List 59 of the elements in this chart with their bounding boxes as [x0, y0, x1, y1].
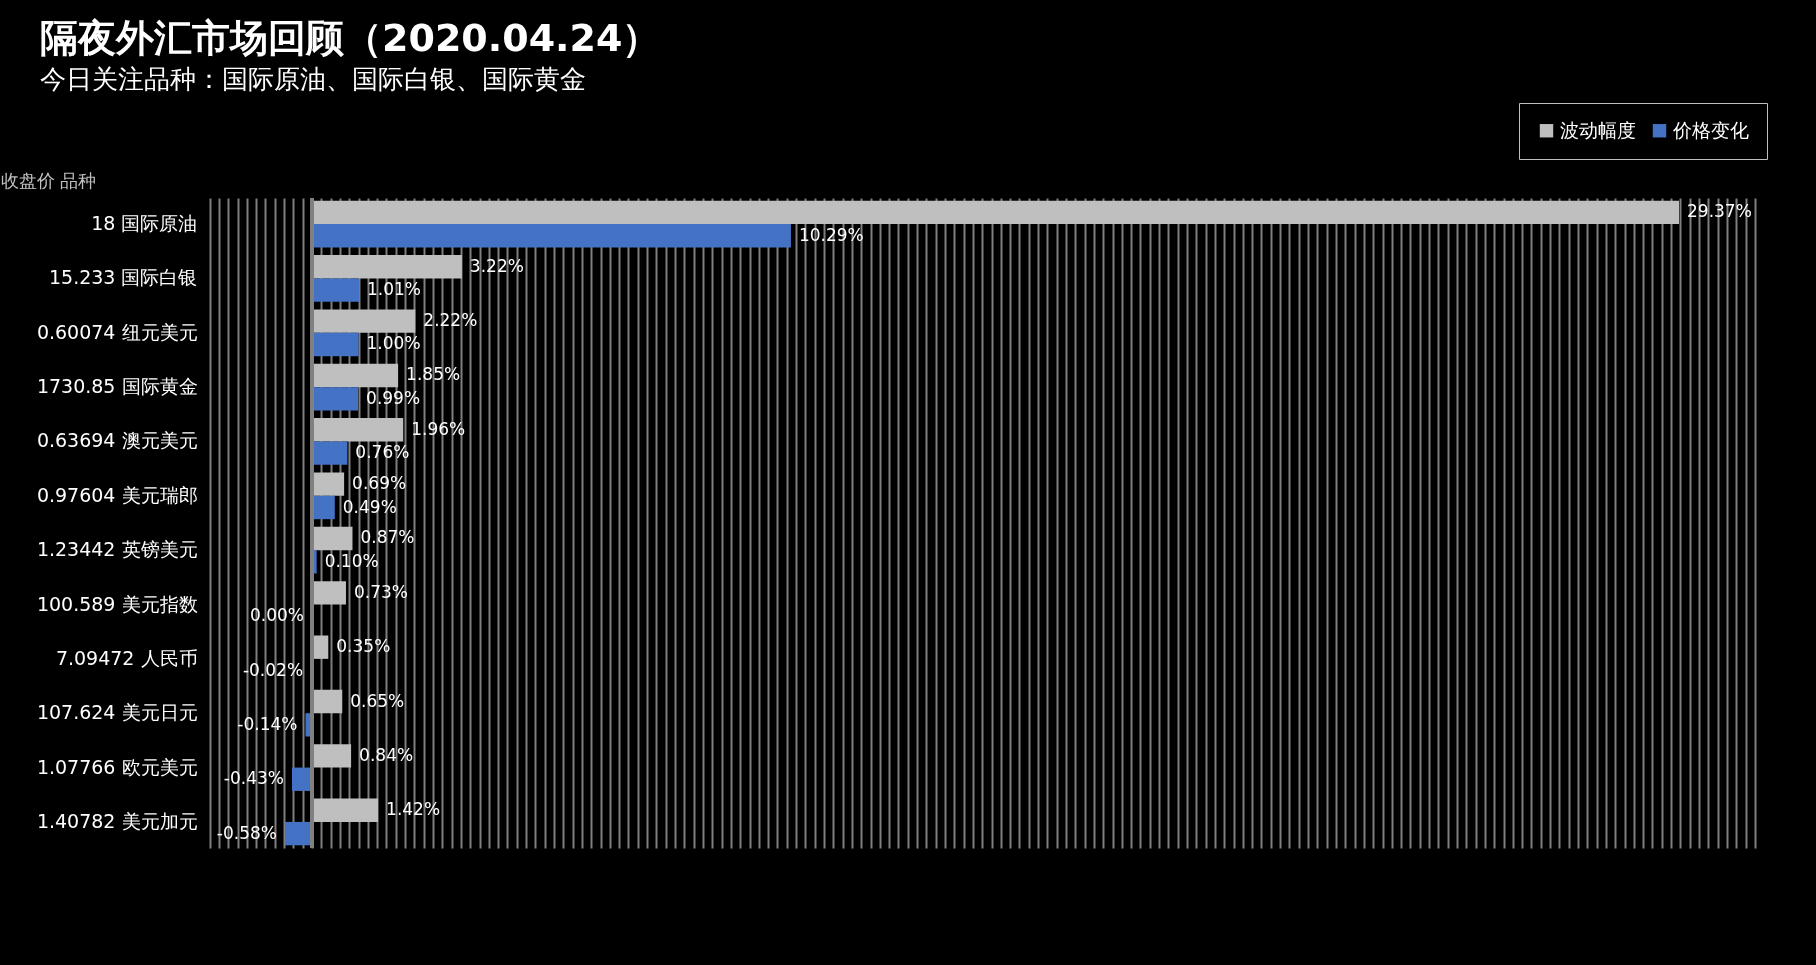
data-label: 29.37% — [1687, 201, 1752, 222]
bar — [312, 224, 791, 248]
data-label: 1.42% — [386, 799, 441, 820]
data-label: 0.35% — [336, 636, 391, 657]
bar — [312, 526, 353, 551]
data-label: -0.02% — [242, 659, 304, 680]
y-axis-title: 收盘价 品种 — [0, 169, 97, 191]
bar — [312, 387, 359, 411]
y-tick-label: 18 国际原油 — [91, 212, 198, 235]
data-label: 0.65% — [350, 690, 405, 711]
bar — [312, 798, 379, 822]
data-label: 2.22% — [423, 310, 478, 331]
data-label: 1.00% — [366, 333, 421, 354]
y-tick-label: 15.233 国际白银 — [48, 266, 198, 289]
bar — [312, 363, 399, 388]
y-tick-label: 0.97604 美元瑞郎 — [36, 483, 198, 506]
bar — [312, 255, 462, 279]
data-label: 3.22% — [469, 255, 524, 276]
data-label: -0.58% — [216, 822, 277, 843]
y-tick-label: 0.60074 纽元美元 — [36, 320, 198, 343]
data-label: 0.69% — [352, 473, 407, 494]
legend-label: 价格变化 — [1672, 118, 1749, 141]
bar — [312, 744, 352, 768]
data-label: 0.49% — [342, 496, 397, 517]
y-tick-label: 107.624 美元日元 — [36, 701, 198, 724]
data-label: 0.73% — [353, 581, 408, 602]
data-label: 0.10% — [324, 550, 379, 571]
y-tick-label: 1730.85 国际黄金 — [36, 375, 198, 398]
bar — [312, 418, 404, 442]
bar — [312, 495, 335, 520]
chart-subtitle: 今日关注品种：国际原油、国际白银、国际黄金 — [40, 63, 586, 94]
y-tick-label: 1.23442 英镑美元 — [36, 538, 198, 561]
data-label: 0.84% — [359, 744, 414, 765]
legend-label: 波动幅度 — [1560, 118, 1636, 141]
chart-title: 隔夜外汇市场回顾（2020.04.24） — [40, 15, 661, 60]
data-label: 10.29% — [798, 224, 864, 245]
bar — [312, 332, 359, 357]
bar — [312, 309, 416, 333]
data-label: 0.99% — [366, 387, 421, 408]
y-tick-label: 100.589 美元指数 — [36, 592, 198, 615]
data-label: 1.01% — [367, 279, 422, 300]
data-label: -0.14% — [237, 713, 298, 734]
bar — [312, 441, 348, 465]
bar — [312, 689, 343, 714]
bar — [312, 472, 345, 496]
data-label: 0.76% — [355, 442, 410, 463]
data-label: 1.85% — [406, 364, 461, 385]
bar — [312, 200, 1679, 225]
bar — [285, 821, 312, 846]
y-tick-label: 7.09472 人民币 — [55, 646, 198, 669]
y-tick-label: 1.40782 美元加元 — [36, 809, 198, 832]
data-label: 1.96% — [411, 418, 466, 439]
bar — [312, 581, 346, 605]
data-label: 0.00% — [249, 605, 304, 626]
data-label: 0.87% — [360, 527, 415, 548]
data-label: -0.43% — [223, 768, 284, 789]
y-tick-label: 0.63694 澳元美元 — [36, 429, 198, 452]
y-tick-label: 1.07766 欧元美元 — [36, 755, 198, 778]
bar — [312, 278, 360, 302]
